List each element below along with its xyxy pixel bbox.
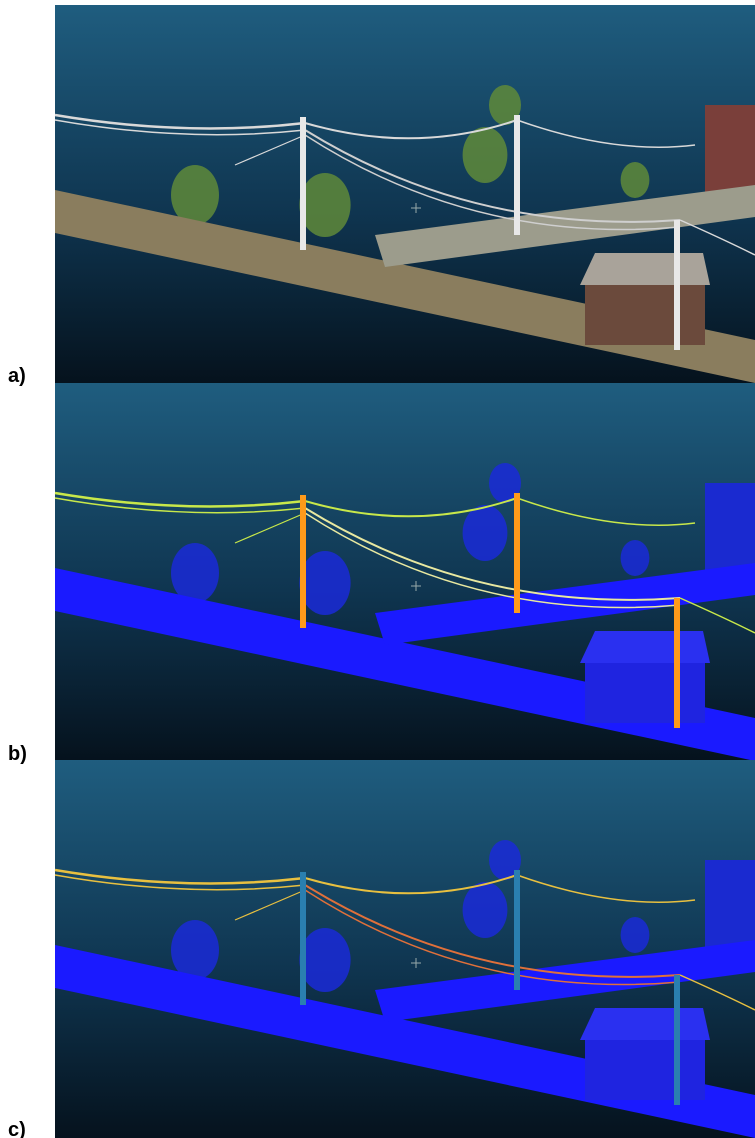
panel [55, 5, 755, 383]
tree [171, 543, 219, 603]
roof [580, 631, 710, 663]
panel-label: a) [8, 365, 26, 387]
tree [299, 173, 350, 237]
tree [621, 162, 650, 198]
tree [463, 127, 508, 183]
panel-label: c) [8, 1119, 26, 1138]
house [585, 1035, 705, 1100]
house [585, 280, 705, 345]
tree [299, 551, 350, 615]
building [705, 860, 755, 955]
tree [171, 920, 219, 980]
building [705, 483, 755, 578]
page: {"panels": [{"label": "a)"}, {"label": "… [0, 0, 755, 1138]
figure: a) b) c) [0, 0, 755, 1138]
tree [463, 505, 508, 561]
tree [621, 917, 650, 953]
tree [171, 165, 219, 225]
roof [580, 1008, 710, 1040]
building [705, 105, 755, 200]
panel-label: b) [8, 743, 27, 765]
house [585, 658, 705, 723]
roof [580, 253, 710, 285]
tree [463, 882, 508, 938]
panel [55, 760, 755, 1138]
panel [55, 383, 755, 761]
tree [299, 928, 350, 992]
tree [621, 540, 650, 576]
